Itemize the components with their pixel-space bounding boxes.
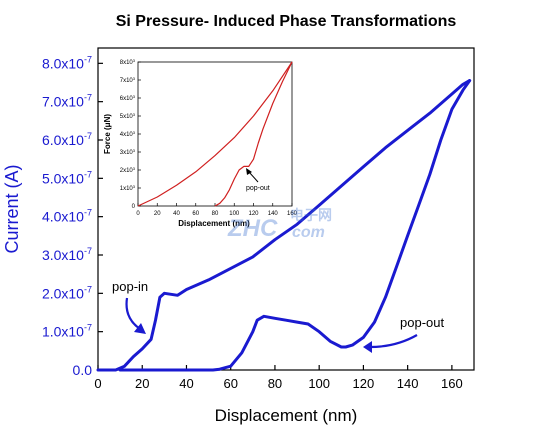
chart-title: Si Pressure- Induced Phase Transformatio…: [116, 13, 457, 30]
y-tick-label: 2.0x10-7: [42, 284, 92, 301]
inset-x-tick-label: 0: [136, 211, 140, 217]
inset-y-tick-label: 1x103: [120, 184, 136, 192]
inset-x-tick-label: 60: [192, 211, 199, 217]
x-axis-label: Displacement (nm): [215, 406, 358, 425]
unloading-current-curve: [118, 79, 472, 372]
main-plot-frame: [97, 47, 475, 371]
inset-y-tick-label: 0: [132, 204, 136, 210]
pop-in-arrowhead: [134, 323, 146, 334]
inset-background: [138, 62, 292, 206]
x-tick-label: 120: [353, 376, 375, 391]
inset-pop-out-label: pop-out: [246, 185, 270, 192]
inset-x-tick-label: 140: [268, 211, 279, 217]
y-tick-label: 5.0x10-7: [42, 169, 92, 186]
inset-pop-out-arrow: [248, 171, 259, 183]
pop-out-label: pop-out: [400, 315, 444, 330]
inset-x-tick-label: 160: [287, 211, 298, 217]
inset-y-tick-label: 5x103: [120, 112, 136, 120]
inset-x-tick-label: 100: [229, 211, 240, 217]
inset-pop-out-arrowhead: [246, 168, 252, 175]
inset-y-tick-label: 2x103: [120, 166, 136, 174]
inset-x-axis-label: Displacement (nm): [178, 219, 250, 228]
inset-x-tick-label: 80: [212, 211, 219, 217]
y-tick-label: 6.0x10-7: [42, 131, 92, 148]
x-tick-label: 40: [179, 376, 193, 391]
pop-out-arrowhead: [363, 341, 372, 353]
inset-y-tick-label: 3x103: [120, 148, 136, 156]
inset-x-tick-label: 20: [154, 211, 161, 217]
pop-in-label: pop-in: [112, 279, 148, 294]
x-tick-label: 100: [308, 376, 330, 391]
inset-y-tick-label: 6x103: [120, 94, 136, 102]
inset-loading-force-curve: [137, 61, 293, 207]
watermark-logo: ZHC 电子网 com: [227, 207, 332, 242]
y-tick-label: 4.0x10-7: [42, 208, 92, 225]
y-tick-label: 1.0x10-7: [42, 323, 92, 340]
y-tick-label: 0.0: [73, 362, 93, 378]
y-tick-label: 3.0x10-7: [42, 246, 92, 263]
watermark-main: ZHC: [227, 215, 278, 242]
watermark-com: com: [292, 224, 325, 241]
y-tick-label: 7.0x10-7: [42, 93, 92, 110]
inset-y-tick-label: 7x103: [120, 76, 136, 84]
inset-x-tick-label: 120: [248, 211, 259, 217]
inset-unloading-force-curve: [214, 61, 293, 207]
y-axis-label: Current (A): [2, 164, 22, 253]
pop-in-arrow: [125, 297, 141, 330]
x-tick-label: 60: [223, 376, 237, 391]
loading-current-curve: [96, 79, 472, 372]
watermark-cn: 电子网: [290, 207, 332, 223]
x-tick-label: 20: [135, 376, 149, 391]
x-tick-label: 160: [441, 376, 463, 391]
inset-x-tick-label: 40: [173, 211, 180, 217]
x-tick-label: 80: [268, 376, 282, 391]
y-tick-label: 8.0x10-7: [42, 54, 92, 71]
x-tick-label: 0: [94, 376, 101, 391]
pop-out-arrow: [369, 334, 418, 349]
x-tick-label: 140: [397, 376, 419, 391]
inset-y-tick-label: 4x103: [120, 130, 136, 138]
inset-y-tick-label: 8x103: [120, 58, 136, 66]
inset-y-axis-label: Force (μN): [103, 114, 112, 154]
